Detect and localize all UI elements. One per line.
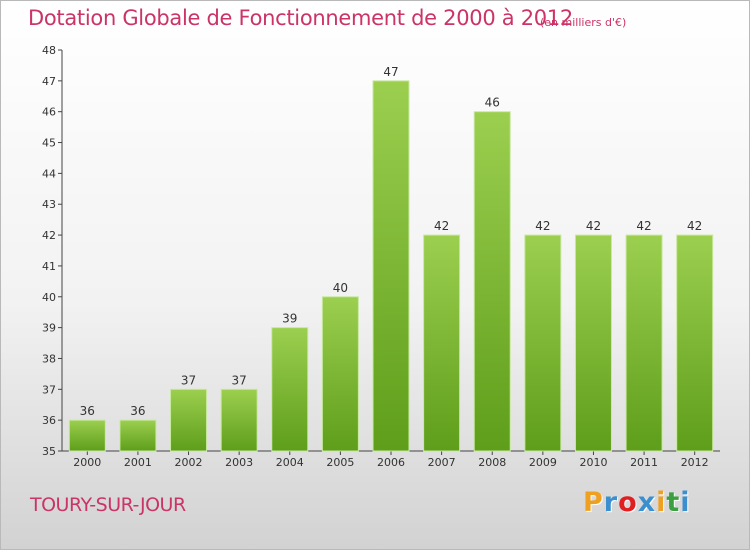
- y-axis: 35 36 37 38 39 40 41 42 43 44 45 46 47 48: [42, 44, 63, 458]
- x-axis: 2000 2001 2002 2003 2004 2005 2006 2007 2008 2009…: [62, 450, 720, 469]
- x-tick-label: 2003: [225, 456, 253, 469]
- x-tick-label: 2012: [681, 456, 709, 469]
- logo-letter-1: r: [603, 487, 619, 518]
- data-label-2004: 39: [282, 312, 297, 326]
- bar-2008: [473, 111, 511, 452]
- data-label-2012: 42: [687, 219, 702, 233]
- bar-2011: [625, 234, 663, 452]
- x-tick-label: 2000: [73, 456, 101, 469]
- data-label-2007: 42: [434, 219, 449, 233]
- x-tick-label: 2007: [428, 456, 456, 469]
- y-tick-label: 40: [42, 291, 56, 304]
- y-tick-label: 37: [42, 383, 56, 396]
- data-label-2006: 47: [383, 65, 398, 79]
- data-label-2010: 42: [586, 219, 601, 233]
- x-tick-label: 2001: [124, 456, 152, 469]
- data-label-2001: 36: [130, 404, 145, 418]
- logo-letter-5: t: [666, 487, 681, 518]
- y-tick-label: 39: [42, 322, 56, 335]
- x-tick-label: 2005: [326, 456, 354, 469]
- logo-letter-2: o: [618, 487, 638, 518]
- bar-2006: [372, 80, 410, 452]
- x-tick-label: 2009: [529, 456, 557, 469]
- x-tick-label: 2004: [276, 456, 304, 469]
- commune-name: TOURY-SUR-JOUR: [30, 494, 186, 516]
- bar-2003: [220, 388, 258, 452]
- logo-letter-0: P: [583, 487, 604, 518]
- x-tick-label: 2002: [175, 456, 203, 469]
- logo-letter-3: x: [637, 487, 657, 518]
- x-tick-label: 2008: [478, 456, 506, 469]
- data-label-2002: 37: [181, 373, 196, 387]
- bar-2012: [676, 234, 714, 452]
- bar-2005: [321, 296, 359, 452]
- bar-2007: [423, 234, 461, 452]
- data-label-2005: 40: [333, 281, 348, 295]
- bar-2010: [574, 234, 612, 452]
- chart-title: Dotation Globale de Fonctionnement de 20…: [28, 6, 573, 30]
- y-tick-label: 38: [42, 352, 56, 365]
- y-tick-label: 41: [42, 260, 56, 273]
- y-tick-label: 44: [42, 167, 56, 180]
- data-label-2008: 46: [485, 96, 500, 110]
- data-label-2003: 37: [232, 373, 247, 387]
- y-tick-label: 42: [42, 229, 56, 242]
- y-tick-label: 47: [42, 75, 56, 88]
- y-tick-label: 35: [42, 445, 56, 458]
- logo-letter-4: i: [656, 487, 667, 518]
- x-tick-label: 2010: [579, 456, 607, 469]
- y-tick-label: 36: [42, 414, 56, 427]
- y-tick-label: 46: [42, 106, 56, 119]
- data-label-2011: 42: [636, 219, 651, 233]
- bar-2000: [68, 419, 106, 452]
- proxiti-logo[interactable]: Proxiti: [583, 487, 691, 518]
- data-labels: 36 36 37 37 39 40 47 42 46 42 42 42 42: [80, 65, 703, 418]
- x-tick-label: 2011: [630, 456, 658, 469]
- bars: [68, 80, 714, 452]
- logo-letter-6: i: [680, 487, 691, 518]
- chart-unit-label: (en milliers d'€): [540, 16, 627, 29]
- y-tick-label: 48: [42, 44, 56, 57]
- x-tick-label: 2006: [377, 456, 405, 469]
- bar-2004: [271, 327, 309, 452]
- data-label-2000: 36: [80, 404, 95, 418]
- bar-2001: [119, 419, 157, 452]
- y-tick-label: 43: [42, 198, 56, 211]
- bar-2002: [170, 388, 208, 452]
- y-tick-label: 45: [42, 137, 56, 150]
- data-label-2009: 42: [535, 219, 550, 233]
- bar-2009: [524, 234, 562, 452]
